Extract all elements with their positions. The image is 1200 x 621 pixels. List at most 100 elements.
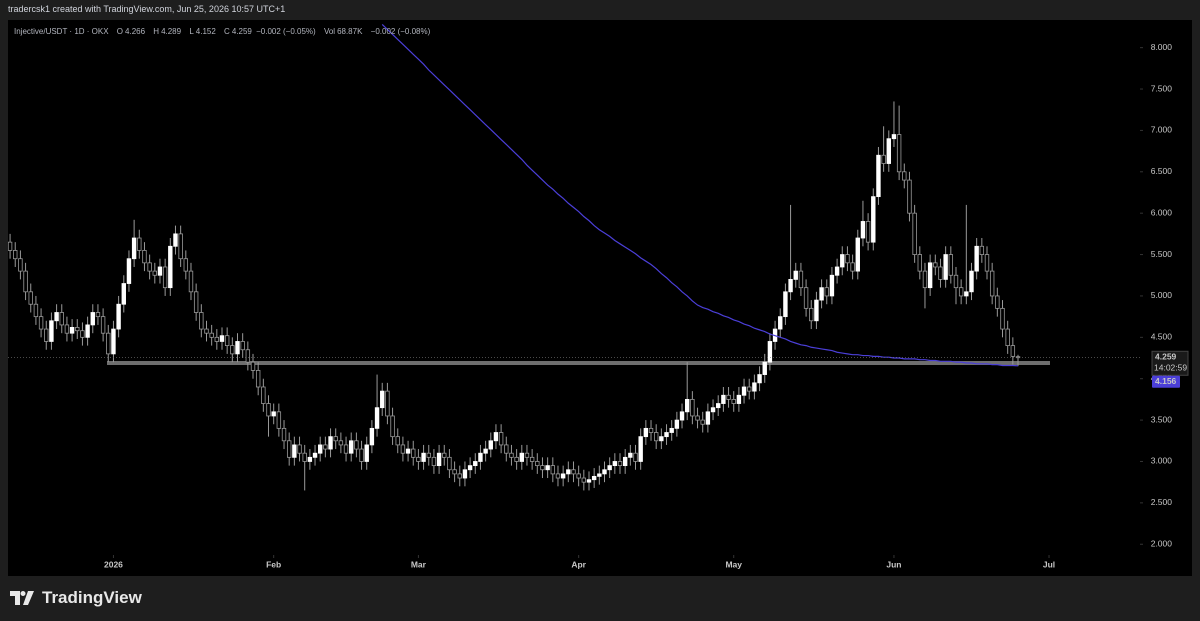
candle-body bbox=[69, 326, 75, 334]
header-title: tradercsk1 created with TradingView.com,… bbox=[8, 4, 286, 14]
candle-body bbox=[974, 245, 979, 272]
x-tick-label: Mar bbox=[411, 559, 427, 569]
candle-body bbox=[343, 444, 349, 454]
candle-body bbox=[483, 448, 488, 454]
candle-body bbox=[679, 411, 685, 421]
y-tick-label: 2.500 bbox=[1151, 497, 1173, 507]
candle-body bbox=[281, 427, 287, 442]
candle-body bbox=[38, 316, 44, 330]
candle-body bbox=[183, 258, 189, 272]
candle-body bbox=[473, 461, 478, 467]
candle-body bbox=[705, 411, 711, 425]
candle-body bbox=[917, 254, 923, 272]
candle-body bbox=[989, 270, 995, 297]
candle-body bbox=[188, 270, 194, 293]
candle-body bbox=[162, 266, 168, 289]
candle-body bbox=[984, 254, 990, 272]
y-tick-label: 5.000 bbox=[1151, 290, 1173, 300]
candle-body bbox=[390, 415, 395, 438]
x-tick-label: May bbox=[725, 559, 742, 569]
candle-body bbox=[1010, 345, 1016, 357]
candle-body bbox=[560, 473, 566, 479]
y-tick-label: 5.500 bbox=[1151, 249, 1173, 259]
candle-body bbox=[741, 386, 747, 396]
candle-body bbox=[576, 473, 581, 479]
candle-body bbox=[793, 270, 798, 280]
legend-value: 4.152 bbox=[195, 27, 216, 36]
candle-body bbox=[922, 270, 928, 289]
candle-body bbox=[193, 291, 199, 313]
candle-body bbox=[312, 452, 318, 458]
legend-key: H bbox=[153, 27, 160, 36]
candle-body bbox=[147, 262, 152, 272]
candle-body bbox=[736, 394, 742, 404]
candle-body bbox=[803, 287, 809, 309]
legend-key: O bbox=[116, 27, 124, 36]
candle-body bbox=[447, 456, 452, 471]
candle-body bbox=[731, 399, 736, 404]
candle-body bbox=[80, 330, 85, 338]
candle-body bbox=[933, 262, 938, 268]
candle-body bbox=[462, 469, 468, 479]
candle-body bbox=[726, 394, 731, 400]
candle-body bbox=[659, 436, 664, 442]
legend-key: L bbox=[189, 27, 194, 36]
candle-body bbox=[690, 399, 695, 417]
candle-body bbox=[685, 399, 690, 413]
candle-body bbox=[85, 324, 90, 338]
candle-body bbox=[695, 415, 700, 421]
legend-key: C bbox=[224, 27, 230, 36]
candle-body bbox=[648, 427, 654, 433]
candle-body bbox=[597, 473, 602, 477]
candle-body bbox=[116, 303, 121, 330]
candle-body bbox=[555, 473, 561, 479]
chart: 2.0002.5003.0003.5004.0004.5005.0005.500… bbox=[8, 20, 1192, 576]
candle-body bbox=[814, 299, 819, 322]
candle-body bbox=[302, 452, 307, 462]
candle-body bbox=[250, 361, 256, 371]
legend-symbol: Injective/USDT · 1D · OKX bbox=[14, 27, 109, 36]
candle-body bbox=[674, 419, 680, 429]
candle-body bbox=[545, 465, 550, 471]
candle-body bbox=[669, 427, 674, 433]
candle-body bbox=[964, 291, 969, 297]
candle-body bbox=[969, 270, 974, 293]
moving-average-line bbox=[381, 24, 1019, 367]
candle-body bbox=[173, 233, 178, 247]
candle-body bbox=[550, 465, 556, 475]
candle-body bbox=[891, 134, 897, 140]
legend-value: 4.266 bbox=[125, 27, 146, 36]
candle-body bbox=[436, 452, 442, 467]
candle-body bbox=[488, 440, 493, 450]
candle-body bbox=[824, 287, 829, 297]
candle-body bbox=[349, 440, 354, 454]
candle-body bbox=[757, 374, 762, 384]
candle-body bbox=[767, 341, 773, 363]
candle-body bbox=[467, 465, 473, 471]
candle-body bbox=[783, 291, 788, 318]
brand: TradingView bbox=[10, 588, 142, 608]
candle-body bbox=[245, 349, 251, 363]
last-price-label: 4.259 bbox=[1155, 352, 1177, 362]
candle-body bbox=[788, 278, 793, 293]
candle-body bbox=[111, 328, 116, 355]
candle-body bbox=[912, 212, 917, 255]
candle-body bbox=[90, 312, 95, 326]
y-tick-label: 6.000 bbox=[1151, 207, 1173, 217]
candle-body bbox=[64, 324, 70, 334]
candle-body bbox=[405, 448, 411, 454]
candle-body bbox=[886, 138, 891, 164]
candle-body bbox=[431, 456, 437, 467]
candle-body bbox=[881, 154, 886, 164]
candle-body bbox=[860, 221, 866, 239]
legend-value: 4.259 bbox=[231, 27, 252, 36]
ma-price-label: 4.156 bbox=[1155, 376, 1177, 386]
candle-body bbox=[778, 316, 783, 330]
candle-body bbox=[276, 411, 282, 429]
candle-body bbox=[798, 270, 804, 289]
candle-body bbox=[747, 386, 752, 392]
candle-body bbox=[566, 469, 571, 475]
ma-price-box bbox=[1152, 375, 1180, 388]
candle-body bbox=[498, 432, 504, 446]
candle-body bbox=[586, 479, 592, 483]
